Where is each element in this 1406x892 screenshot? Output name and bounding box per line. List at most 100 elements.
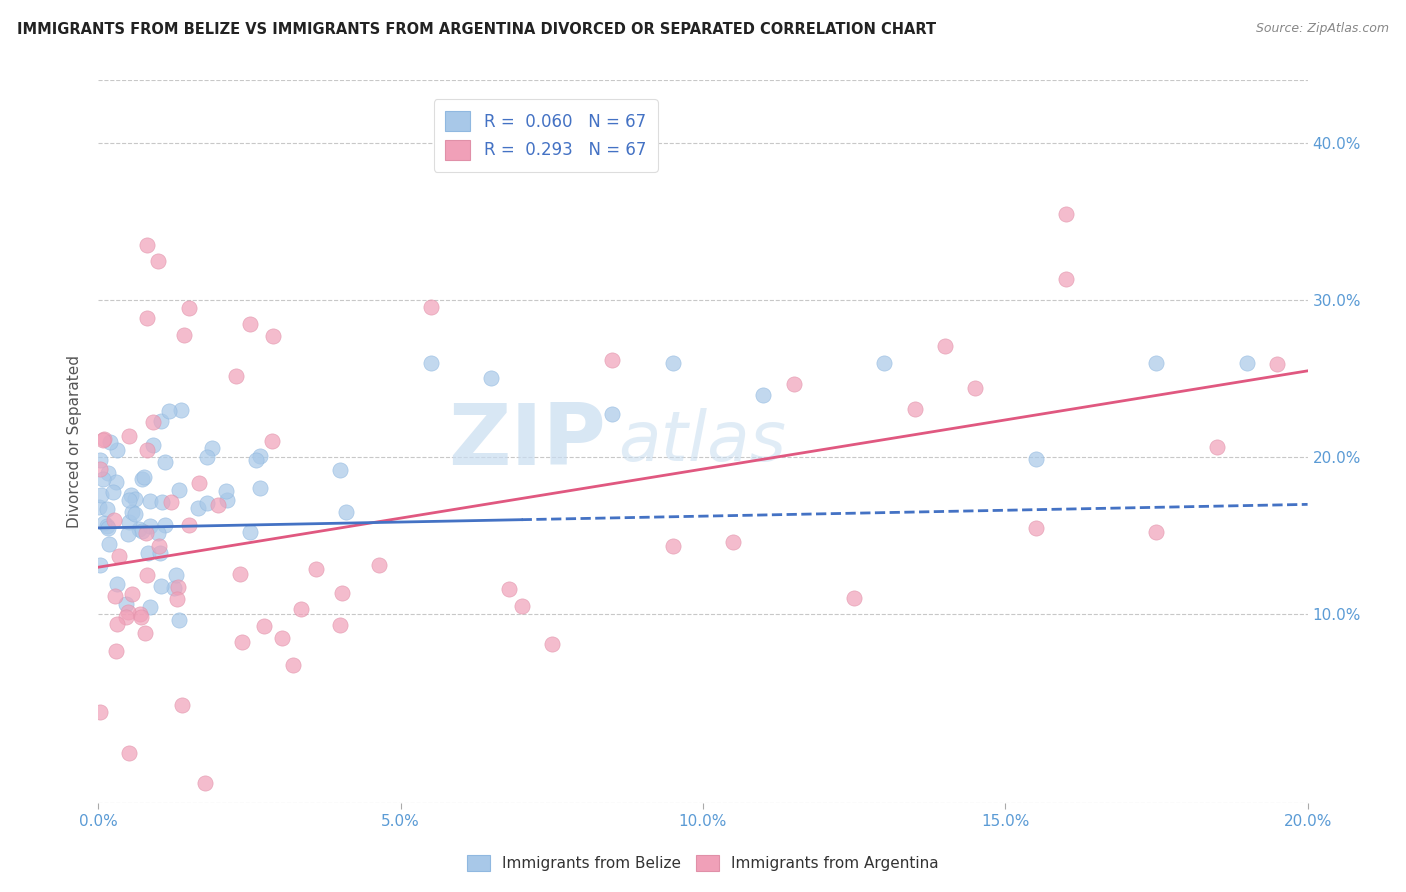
Point — [104, 589, 127, 603]
Point — [97, 521, 120, 535]
Point — [142, 438, 165, 452]
Point — [105, 576, 128, 591]
Text: atlas: atlas — [619, 408, 786, 475]
Point — [249, 450, 271, 464]
Point — [135, 238, 157, 252]
Point — [723, 534, 745, 549]
Point — [540, 637, 562, 651]
Point — [335, 505, 357, 519]
Point — [131, 472, 153, 486]
Point — [170, 403, 193, 417]
Point — [179, 518, 201, 533]
Point — [194, 776, 217, 790]
Point — [118, 492, 141, 507]
Point — [148, 525, 170, 540]
Point — [105, 643, 128, 657]
Point — [135, 525, 157, 540]
Point — [101, 485, 124, 500]
Point — [1054, 207, 1077, 221]
Point — [93, 516, 115, 531]
Point — [117, 605, 139, 619]
Point — [195, 496, 218, 510]
Point — [98, 537, 121, 551]
Point — [138, 519, 160, 533]
Point — [138, 599, 160, 614]
Point — [207, 498, 229, 512]
Point — [420, 356, 443, 370]
Point — [131, 524, 153, 538]
Point — [167, 580, 190, 594]
Point — [228, 566, 250, 581]
Point — [167, 483, 190, 497]
Point — [105, 617, 128, 632]
Point — [934, 339, 956, 353]
Point — [96, 501, 118, 516]
Point — [245, 452, 267, 467]
Point — [124, 507, 146, 521]
Point — [139, 494, 162, 508]
Point — [329, 618, 352, 632]
Point — [134, 626, 156, 640]
Point — [89, 706, 111, 720]
Point — [107, 442, 129, 457]
Point — [179, 301, 201, 315]
Point — [118, 429, 141, 443]
Point — [136, 442, 159, 457]
Point — [420, 300, 443, 314]
Point — [103, 512, 125, 526]
Point — [118, 747, 141, 761]
Point — [155, 517, 177, 532]
Point — [752, 388, 775, 402]
Text: Source: ZipAtlas.com: Source: ZipAtlas.com — [1256, 22, 1389, 36]
Legend: R =  0.060   N = 67, R =  0.293   N = 67: R = 0.060 N = 67, R = 0.293 N = 67 — [434, 99, 658, 172]
Point — [510, 599, 533, 613]
Point — [91, 433, 114, 447]
Point — [1236, 356, 1258, 370]
Point — [93, 432, 115, 446]
Point — [149, 414, 172, 428]
Point — [215, 483, 238, 498]
Point — [163, 582, 186, 596]
Point — [135, 568, 157, 582]
Point — [148, 546, 170, 560]
Point — [329, 463, 352, 477]
Point — [121, 587, 143, 601]
Point — [142, 415, 165, 429]
Point — [107, 549, 129, 564]
Point — [135, 311, 157, 326]
Point — [129, 609, 152, 624]
Point — [1024, 520, 1046, 534]
Point — [239, 317, 262, 331]
Point — [661, 356, 683, 370]
Point — [249, 482, 271, 496]
Point — [844, 591, 866, 605]
Point — [150, 495, 173, 509]
Point — [89, 558, 111, 572]
Text: IMMIGRANTS FROM BELIZE VS IMMIGRANTS FROM ARGENTINA DIVORCED OR SEPARATED CORREL: IMMIGRANTS FROM BELIZE VS IMMIGRANTS FRO… — [17, 22, 936, 37]
Point — [231, 635, 253, 649]
Point — [91, 473, 114, 487]
Point — [197, 450, 219, 465]
Point — [118, 515, 141, 529]
Point — [146, 253, 169, 268]
Point — [115, 609, 138, 624]
Point — [1267, 357, 1289, 371]
Point — [104, 475, 127, 489]
Point — [368, 558, 391, 573]
Text: ZIP: ZIP — [449, 400, 606, 483]
Point — [281, 657, 304, 672]
Legend: Immigrants from Belize, Immigrants from Argentina: Immigrants from Belize, Immigrants from … — [461, 849, 945, 877]
Point — [602, 407, 624, 421]
Point — [89, 453, 111, 467]
Point — [172, 698, 194, 713]
Point — [150, 579, 173, 593]
Point — [187, 501, 209, 516]
Point — [128, 522, 150, 536]
Point — [330, 586, 353, 600]
Point — [1024, 451, 1046, 466]
Point — [120, 488, 142, 502]
Point — [873, 356, 896, 370]
Point — [132, 470, 155, 484]
Y-axis label: Divorced or Separated: Divorced or Separated — [67, 355, 83, 528]
Point — [481, 370, 503, 384]
